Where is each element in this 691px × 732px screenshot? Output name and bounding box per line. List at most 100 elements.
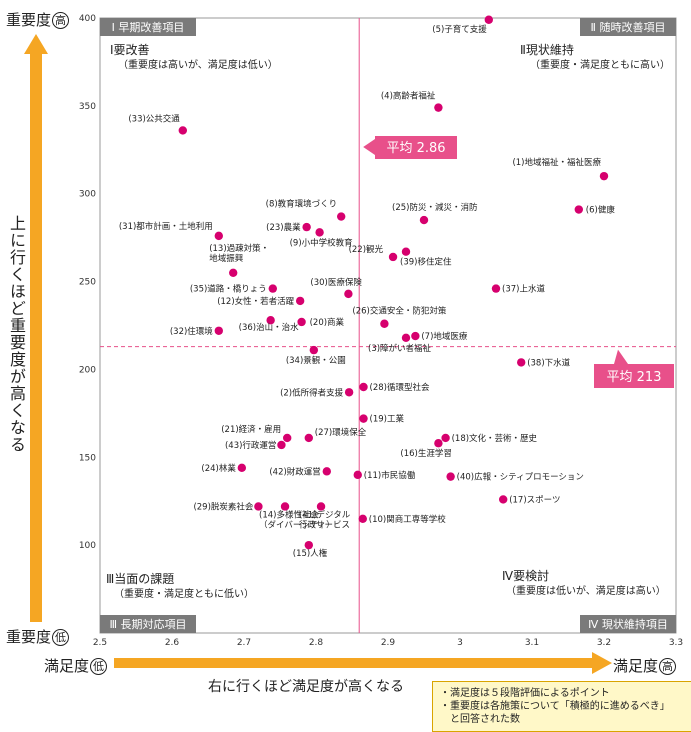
data-point bbox=[337, 212, 346, 221]
quadrant-badge bbox=[100, 615, 196, 633]
data-point-label: (2)低所得者支援 bbox=[280, 387, 344, 398]
y-tick-label: 250 bbox=[79, 278, 96, 288]
data-point bbox=[434, 103, 443, 112]
quadrant-subheading: （重要度・満足度ともに高い） bbox=[530, 58, 670, 71]
data-point-label: (34)景観・公園 bbox=[286, 355, 346, 366]
x-axis-arrow bbox=[114, 652, 612, 674]
y-tick-label: 150 bbox=[79, 453, 96, 463]
data-point bbox=[359, 414, 368, 423]
data-point bbox=[446, 472, 455, 481]
data-point-label: (26)交通安全・防犯対策 bbox=[352, 306, 446, 317]
x-tick-label: 2.7 bbox=[237, 638, 251, 648]
x-tick-label: 3.1 bbox=[525, 638, 539, 648]
data-point-label: (23)農業 bbox=[266, 222, 301, 233]
data-point-label: (18)文化・芸術・歴史 bbox=[452, 433, 538, 444]
y-axis-high-label: 重要度高 bbox=[6, 9, 70, 30]
data-point bbox=[304, 540, 313, 550]
note-line: ・重要度は各施策について「積極的に進めるべき」 bbox=[440, 701, 670, 712]
data-point bbox=[322, 467, 331, 476]
quadrant-subheading: （重要度・満足度ともに低い） bbox=[114, 587, 254, 600]
data-point-label: (42)財政運営 bbox=[269, 466, 320, 477]
y-low-mark: 低 bbox=[52, 629, 70, 646]
quadrant-heading: Ⅳ要検討 bbox=[502, 568, 549, 583]
x-high-label-text: 満足度 bbox=[613, 657, 659, 675]
x-axis-low-label: 満足度低 bbox=[44, 655, 108, 676]
y-tick-label: 100 bbox=[79, 541, 96, 551]
mean-y-callout-pointer bbox=[614, 349, 628, 364]
mean-x-label: 平均 2.86 bbox=[386, 141, 445, 156]
data-point bbox=[380, 319, 389, 328]
x-low-mark: 低 bbox=[90, 658, 108, 675]
data-point bbox=[316, 502, 326, 511]
data-point bbox=[283, 433, 292, 443]
quadrant-badge bbox=[580, 18, 676, 36]
x-tick-label: 3 bbox=[457, 638, 463, 648]
data-point bbox=[599, 171, 609, 181]
quadrant-badge bbox=[100, 18, 196, 36]
y-high-label-text: 重要度 bbox=[6, 11, 52, 29]
x-axis-high-label: 満足度高 bbox=[613, 655, 677, 676]
data-point bbox=[214, 231, 223, 241]
quadrant-subheading: （重要度は高いが、満足度は低い） bbox=[118, 58, 278, 71]
data-point-label: (30)医療保険 bbox=[310, 277, 362, 288]
data-point bbox=[411, 331, 420, 341]
y-tick-label: 200 bbox=[79, 365, 96, 375]
y-tick-label: 350 bbox=[79, 102, 96, 112]
x-high-mark: 高 bbox=[659, 658, 677, 675]
data-point bbox=[401, 333, 411, 342]
quadrant-badge bbox=[580, 615, 676, 633]
data-point-label: (12)女性・若者活躍 bbox=[217, 296, 294, 307]
data-point-label: (32)住環境 bbox=[170, 326, 213, 337]
data-point-label: (19)工業 bbox=[370, 414, 405, 425]
scatter-chart: 2.5 2.6 2.7 2.8 2.9 3 3.1 3.2 3.3 100 150 200 250 300… bbox=[79, 14, 683, 648]
data-point bbox=[441, 433, 450, 443]
data-point-label: (13)過疎対策・地域振興 bbox=[209, 243, 269, 264]
y-axis-low-label: 重要度低 bbox=[6, 626, 70, 647]
data-point-label: (5)子育て支援 bbox=[432, 24, 487, 35]
x-tick-label: 2.9 bbox=[381, 638, 396, 648]
x-low-label-text: 満足度 bbox=[44, 657, 90, 675]
data-point-label: (35)道路・橋りょう bbox=[190, 284, 267, 295]
data-point bbox=[178, 126, 187, 135]
data-point bbox=[297, 317, 306, 327]
data-point-label: (15)人権 bbox=[293, 548, 328, 559]
data-point bbox=[499, 495, 508, 504]
data-point bbox=[358, 514, 367, 523]
quadrant-heading: Ⅱ現状維持 bbox=[520, 42, 574, 57]
data-point-label: (25)防災・減災・消防 bbox=[392, 202, 478, 213]
y-low-label-text: 重要度 bbox=[6, 628, 52, 646]
mean-y-callout bbox=[594, 364, 674, 388]
quadrant-heading: Ⅲ当面の課題 bbox=[106, 571, 174, 586]
data-point-label: (1)地域福祉・福祉医療 bbox=[512, 157, 601, 168]
data-point bbox=[419, 215, 429, 225]
data-point bbox=[280, 502, 290, 511]
data-point-label: (38)下水道 bbox=[527, 357, 570, 368]
data-point-label: (21)経済・雇用 bbox=[221, 424, 281, 435]
data-point-label: (29)脱炭素社会 bbox=[193, 501, 253, 512]
x-tick-label: 3.2 bbox=[597, 638, 611, 648]
data-point bbox=[229, 268, 238, 277]
data-point-label: (22)観光 bbox=[349, 244, 384, 255]
x-tick-label: 2.5 bbox=[93, 638, 107, 648]
mean-x-callout bbox=[375, 136, 457, 159]
data-point bbox=[388, 252, 398, 262]
y-axis-description: 上に行くほど重要度が高くなる bbox=[7, 215, 26, 453]
data-point bbox=[302, 222, 311, 232]
quadrant-badge-label: Ⅲ 長期対応項目 bbox=[109, 617, 186, 631]
data-point bbox=[344, 289, 353, 299]
data-point-label: (33)公共交通 bbox=[128, 113, 180, 124]
data-point-label: (3)障がい者福祉 bbox=[368, 343, 432, 354]
x-tick-label: 2.6 bbox=[165, 638, 180, 648]
data-point bbox=[401, 247, 411, 256]
data-point-label: (36)治山・治水 bbox=[239, 322, 299, 333]
data-point-label: (4)高齢者福祉 bbox=[381, 91, 436, 102]
quadrant-badge-label: Ⅱ 随時改善項目 bbox=[591, 20, 666, 34]
data-point-label: (17)スポーツ bbox=[509, 495, 560, 505]
y-axis-arrow bbox=[24, 34, 48, 622]
note-line: ・満足度は５段階評価によるポイント bbox=[440, 688, 610, 699]
data-point bbox=[295, 296, 305, 306]
data-point-label: (9)小中学校教育 bbox=[290, 237, 353, 248]
quadrant-badge-label: Ⅳ 現状維持項目 bbox=[588, 617, 668, 631]
data-point-label: (28)循環型社会 bbox=[370, 382, 430, 393]
data-point bbox=[344, 388, 354, 397]
